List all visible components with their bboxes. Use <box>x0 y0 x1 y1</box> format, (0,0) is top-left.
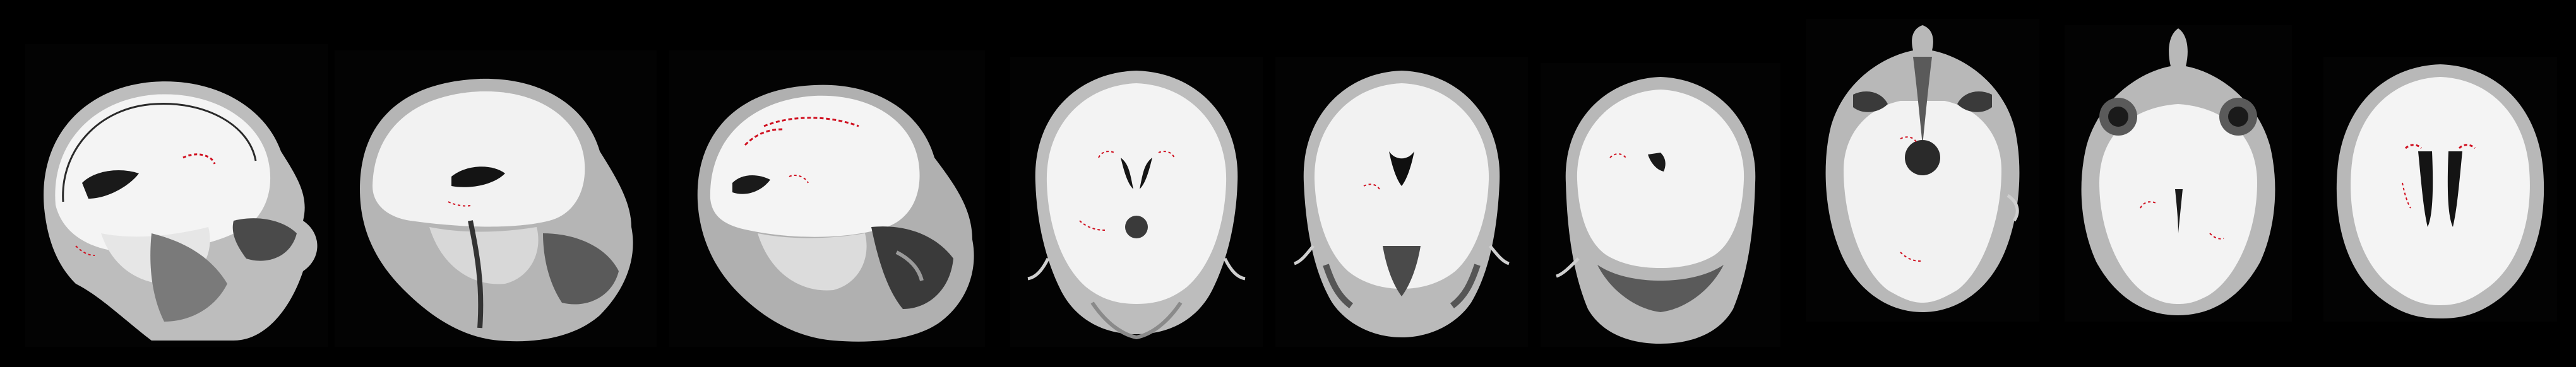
coronal-slice-1-image <box>1027 71 1246 340</box>
coronal-slice-3 <box>1541 63 1780 347</box>
sagittal-slice-2 <box>335 50 657 347</box>
axial-slice-1-image <box>1825 25 2020 312</box>
axial-slice-3-image <box>2336 64 2544 318</box>
sagittal-slice-3 <box>669 50 985 347</box>
sagittal-slice-1 <box>25 44 328 347</box>
axial-slice-1 <box>1806 19 2039 322</box>
axial-slice-3 <box>2323 57 2557 322</box>
coronal-slice-1 <box>1010 57 1263 347</box>
axial-slice-2-image <box>2081 28 2275 315</box>
coronal-slice-2 <box>1275 57 1528 347</box>
coronal-slice-2-image <box>1294 71 1510 337</box>
coronal-slice-3-image <box>1556 77 1756 344</box>
sagittal-slice-2-image <box>360 78 633 342</box>
axial-slice-2 <box>2065 25 2292 322</box>
sagittal-slice-1-image <box>44 81 318 341</box>
sagittal-slice-3-image <box>697 84 974 342</box>
